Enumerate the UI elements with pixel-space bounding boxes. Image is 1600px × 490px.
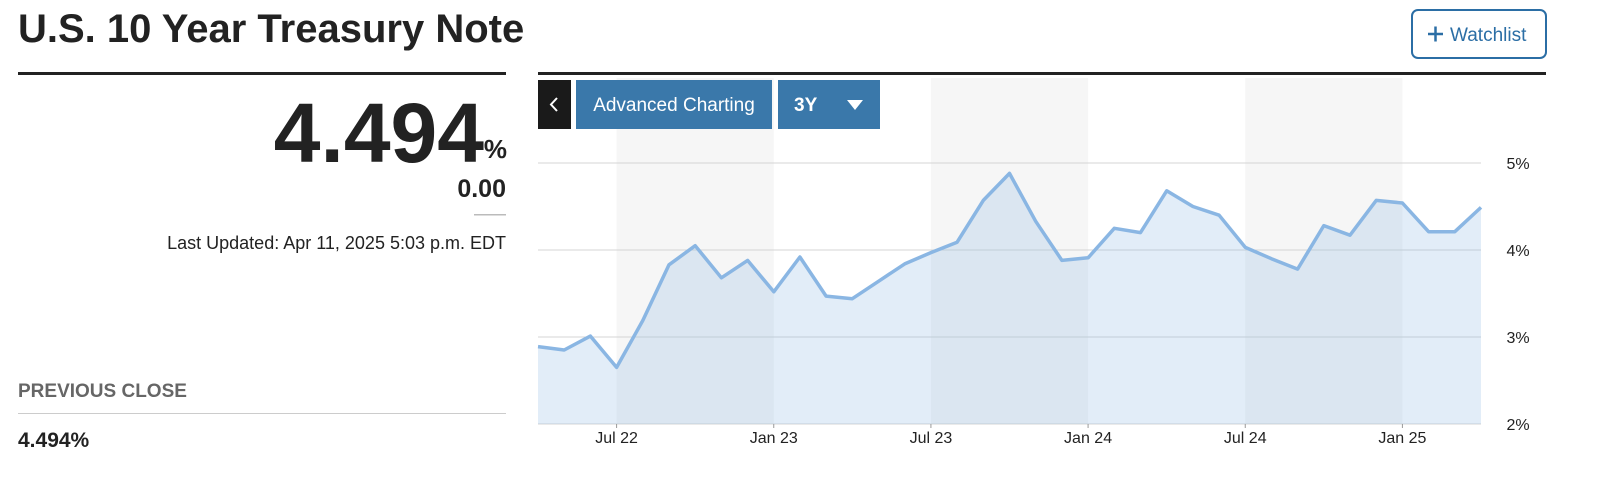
- x-tick-label: Jan 25: [1378, 430, 1426, 447]
- title: U.S. 10 Year Treasury Note: [18, 7, 524, 51]
- previous-close-label: PREVIOUS CLOSE: [18, 381, 187, 402]
- watchlist-button[interactable]: Watchlist: [1411, 9, 1547, 59]
- band: [1245, 78, 1403, 424]
- y-tick-label: 3%: [1506, 330, 1529, 347]
- advanced-label[interactable]: Advanced Charting: [593, 95, 755, 116]
- watchlist-box[interactable]: [1411, 9, 1547, 59]
- divider: [18, 413, 506, 414]
- change: 0.00: [457, 175, 506, 203]
- area: [538, 173, 1481, 424]
- chevron-icon: [549, 97, 558, 112]
- y-tick-label: 5%: [1506, 156, 1529, 173]
- watchlist-label[interactable]: Watchlist: [1450, 25, 1527, 46]
- line: [537, 171, 1483, 370]
- plot: 2% 3% 4% 5% Jul 22 Jan 23 Jul 23 Jan 24 Jul 24 Ja…: [537, 156, 1530, 447]
- y-tick-label: 4%: [1506, 243, 1529, 260]
- divider: [474, 214, 506, 216]
- x-tick-label: Jul 23: [910, 430, 953, 447]
- range-label[interactable]: 3Y: [794, 95, 818, 116]
- price-unit: %: [484, 134, 507, 164]
- y-tick-label: 2%: [1506, 417, 1529, 434]
- x-tick-label: Jan 23: [750, 430, 798, 447]
- price: 4.494: [274, 86, 484, 180]
- back-button[interactable]: [538, 80, 571, 129]
- x-tick-label: Jul 24: [1224, 430, 1267, 447]
- band: [616, 78, 774, 424]
- x-tick-label: Jan 24: [1064, 430, 1112, 447]
- x-tick-label: Jul 22: [595, 430, 638, 447]
- bands: [616, 78, 1403, 424]
- range-button[interactable]: [778, 80, 880, 129]
- rule: [18, 72, 506, 75]
- plus-icon: [1428, 26, 1443, 42]
- dropdown-icon: [847, 100, 863, 110]
- rule: [538, 72, 1546, 75]
- band: [930, 78, 1089, 424]
- previous-close: 4.494%: [18, 429, 90, 452]
- last-updated: Last Updated: Apr 11, 2025 5:03 p.m. EDT: [167, 233, 506, 253]
- advanced-button[interactable]: [576, 80, 772, 129]
